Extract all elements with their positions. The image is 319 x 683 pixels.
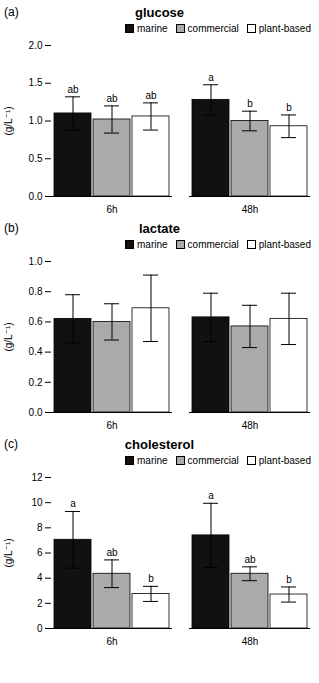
svg-text:(g/L⁻¹): (g/L⁻¹) bbox=[3, 322, 14, 351]
svg-text:a: a bbox=[208, 490, 214, 501]
svg-text:10: 10 bbox=[31, 497, 43, 508]
html-text:(c): (c) bbox=[4, 437, 18, 451]
svg-text:6h: 6h bbox=[106, 636, 117, 647]
svg-text:0.5: 0.5 bbox=[29, 153, 43, 164]
svg-text:0.8: 0.8 bbox=[29, 286, 43, 297]
html-text:commercial: commercial bbox=[187, 238, 239, 250]
svg-text:ab: ab bbox=[145, 90, 157, 101]
html-text:commercial: commercial bbox=[187, 454, 239, 466]
svg-text:0.0: 0.0 bbox=[29, 407, 43, 418]
svg-text:4: 4 bbox=[37, 572, 43, 583]
svg-text:6: 6 bbox=[37, 547, 43, 558]
html-text:(a): (a) bbox=[4, 5, 19, 19]
svg-text:0.0: 0.0 bbox=[29, 191, 43, 202]
svg-text:0.2: 0.2 bbox=[29, 377, 43, 388]
svg-text:48h: 48h bbox=[242, 204, 259, 215]
svg-text:1.5: 1.5 bbox=[29, 77, 43, 88]
svg-text:0.6: 0.6 bbox=[29, 316, 43, 327]
html-text:plant-based: plant-based bbox=[258, 454, 311, 466]
html-text:lactate: lactate bbox=[138, 221, 181, 236]
html-text:commercial: commercial bbox=[187, 22, 239, 34]
svg-text:ab: ab bbox=[244, 554, 256, 565]
html-text:plant-based: plant-based bbox=[258, 238, 311, 250]
svg-text:b: b bbox=[286, 574, 292, 585]
svg-text:0: 0 bbox=[37, 623, 43, 634]
svg-text:b: b bbox=[286, 102, 292, 113]
svg-text:6h: 6h bbox=[106, 420, 117, 431]
html-text:cholesterol: cholesterol bbox=[124, 437, 195, 452]
svg-text:48h: 48h bbox=[242, 420, 259, 431]
html-text:plant-based: plant-based bbox=[258, 22, 311, 34]
svg-text:2: 2 bbox=[37, 598, 43, 609]
svg-text:1.0: 1.0 bbox=[29, 256, 43, 267]
svg-text:0.4: 0.4 bbox=[29, 346, 43, 357]
svg-text:12: 12 bbox=[31, 472, 43, 483]
svg-text:8: 8 bbox=[37, 522, 43, 533]
svg-text:ab: ab bbox=[106, 547, 118, 558]
svg-text:b: b bbox=[247, 98, 253, 109]
html-text:marine: marine bbox=[137, 22, 168, 34]
svg-text:2.0: 2.0 bbox=[29, 40, 43, 51]
html-text:glucose: glucose bbox=[134, 5, 185, 20]
svg-text:ab: ab bbox=[106, 93, 118, 104]
svg-text:ab: ab bbox=[67, 84, 79, 95]
svg-text:a: a bbox=[70, 498, 76, 509]
svg-text:b: b bbox=[148, 573, 154, 584]
html-text:marine: marine bbox=[137, 238, 168, 250]
svg-text:(g/L⁻¹): (g/L⁻¹) bbox=[3, 538, 14, 567]
svg-text:1.0: 1.0 bbox=[29, 115, 43, 126]
svg-text:48h: 48h bbox=[242, 636, 259, 647]
svg-text:a: a bbox=[208, 72, 214, 83]
html-text:(b): (b) bbox=[4, 221, 19, 235]
svg-text:(g/L⁻¹): (g/L⁻¹) bbox=[3, 106, 14, 135]
svg-text:6h: 6h bbox=[106, 204, 117, 215]
html-text:marine: marine bbox=[137, 454, 168, 466]
